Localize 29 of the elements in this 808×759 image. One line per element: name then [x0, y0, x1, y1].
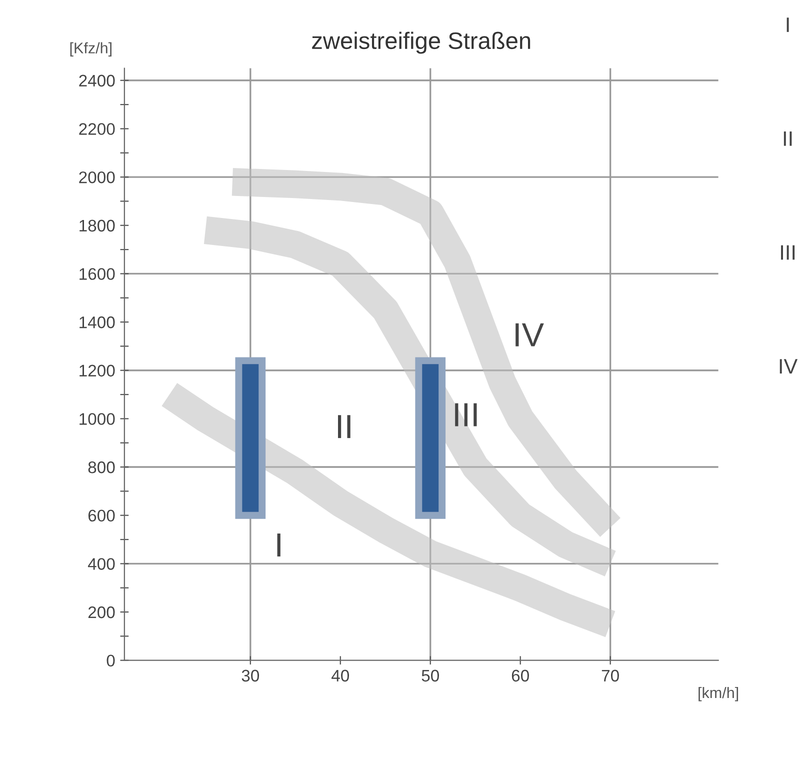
x-tick-label: 50: [422, 670, 439, 682]
text: III: [781, 245, 795, 260]
x-tick-label: 40: [332, 670, 350, 682]
y-tick-label: 1400: [80, 316, 115, 328]
y-tick-label: 0: [106, 654, 115, 667]
y-tick-label: 800: [88, 461, 115, 474]
annotation: III: [455, 403, 477, 426]
y-tick-label: 400: [88, 558, 115, 570]
y-tick-label: 600: [88, 510, 115, 522]
text: IV: [780, 359, 798, 374]
y-tick-label: 2000: [79, 171, 115, 184]
y-tick-label: 1600: [80, 268, 115, 280]
text: I: [786, 18, 789, 32]
x-tick-label: 70: [602, 670, 619, 682]
chart-title: zweistreifige Straßen: [312, 32, 530, 54]
x-tick-label: 30: [242, 670, 260, 682]
y-tick-label: 2400: [79, 74, 115, 87]
y-tick-label: 1200: [80, 364, 115, 377]
x-tick-label: 60: [512, 670, 529, 682]
annotation: II: [338, 415, 350, 438]
y-axis-title: [Kfz/h]: [70, 42, 112, 56]
annotation: I: [277, 534, 280, 556]
y-tick-label: 2200: [79, 123, 115, 135]
y-tick-label: 200: [88, 606, 115, 618]
y-tick-label: 1800: [80, 220, 115, 232]
text: II: [784, 131, 792, 146]
x-axis-title: [km/h]: [698, 686, 738, 702]
y-tick-label: 1000: [80, 413, 115, 425]
annotation: IV: [516, 323, 544, 346]
